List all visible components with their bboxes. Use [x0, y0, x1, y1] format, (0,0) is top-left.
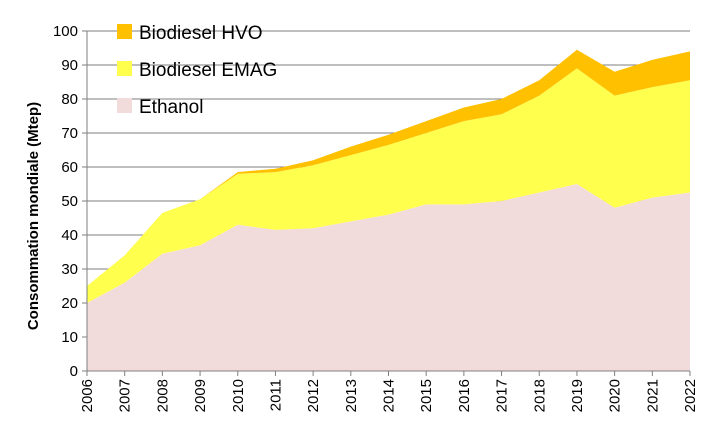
- y-tick-label: 50: [61, 193, 78, 210]
- y-tick-label: 80: [61, 91, 78, 108]
- y-tick-label: 70: [61, 125, 78, 142]
- x-tick-label: 2008: [154, 379, 171, 412]
- x-tick-labels: 2006 2007 2008 2009 2010 2011 2012 2013 2014 2015…: [79, 379, 699, 412]
- x-tick-label: 2011: [267, 379, 284, 411]
- x-tick-label: 2006: [79, 379, 96, 412]
- legend-label-biodiesel-emag: Biodiesel EMAG: [139, 60, 277, 81]
- axes: [82, 30, 691, 376]
- x-tick-label: 2020: [607, 379, 624, 412]
- y-tick-label: 30: [61, 261, 78, 278]
- area-ethanol: [87, 184, 690, 371]
- x-tick-label: 2010: [230, 379, 247, 412]
- y-tick-label: 90: [61, 57, 78, 74]
- x-tick-label: 2009: [192, 379, 209, 412]
- y-tick-label: 60: [61, 159, 78, 176]
- legend-label-biodiesel-hvo: Biodiesel HVO: [139, 23, 263, 44]
- x-tick-label: 2017: [494, 379, 511, 412]
- legend-swatch-biodiesel-emag: [117, 61, 132, 76]
- y-tick-label: 20: [61, 295, 78, 312]
- x-tick-label: 2007: [117, 379, 134, 412]
- legend-label-ethanol: Ethanol: [139, 97, 203, 118]
- x-tick-label: 2014: [381, 379, 398, 412]
- y-tick-labels: 0 10 20 30 40 50 60 70 80 90 100: [53, 23, 78, 380]
- x-tick-label: 2021: [644, 379, 661, 412]
- x-tick-label: 2016: [456, 379, 473, 412]
- x-tick-label: 2022: [682, 379, 699, 412]
- x-tick-label: 2012: [305, 379, 322, 412]
- area-series: [87, 49, 690, 371]
- x-tick-label: 2013: [343, 379, 360, 412]
- area-biodiesel-hvo: [87, 49, 690, 287]
- x-tick-label: 2018: [531, 379, 548, 412]
- legend-swatch-ethanol: [117, 98, 132, 113]
- y-tick-label: 0: [70, 363, 78, 380]
- y-tick-label: 10: [61, 329, 78, 346]
- legend: Biodiesel HVO Biodiesel EMAG Ethanol: [117, 23, 277, 118]
- y-tick-label: 40: [61, 227, 78, 244]
- area-biodiesel-emag: [87, 68, 690, 304]
- y-axis-label: Consommation mondiale (Mtep): [25, 102, 42, 330]
- legend-swatch-biodiesel-hvo: [117, 24, 132, 39]
- x-tick-label: 2015: [418, 379, 435, 412]
- y-tick-label: 100: [53, 23, 78, 40]
- x-tick-label: 2019: [569, 379, 586, 412]
